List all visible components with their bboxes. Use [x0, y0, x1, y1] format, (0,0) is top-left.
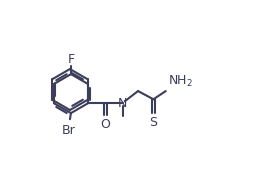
Text: Br: Br	[62, 124, 76, 137]
Text: N: N	[118, 97, 127, 110]
Text: F: F	[68, 53, 75, 66]
Text: O: O	[100, 118, 110, 131]
Text: NH$_2$: NH$_2$	[168, 74, 193, 89]
Text: S: S	[149, 116, 157, 129]
